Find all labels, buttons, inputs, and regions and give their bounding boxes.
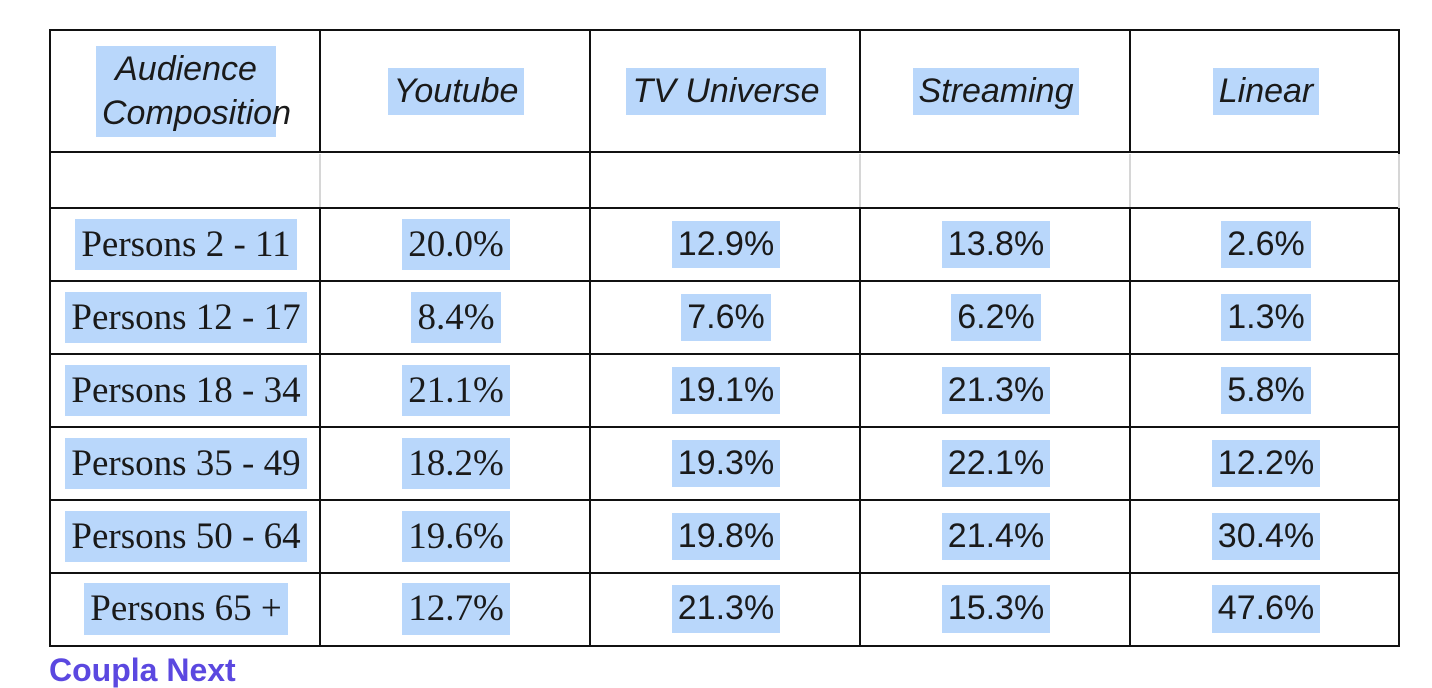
row-divider: [51, 353, 1398, 355]
table-cell: 7.6%: [591, 281, 861, 354]
cell-value: 19.6%: [402, 510, 510, 563]
header-linear: Linear: [1131, 31, 1401, 152]
row-divider: [51, 426, 1398, 428]
table-cell: 21.1%: [321, 354, 591, 427]
row-label: Persons 18 - 34: [51, 354, 321, 427]
blank-row-divider: [1129, 154, 1131, 208]
cell-value: 19.8%: [671, 512, 781, 561]
row-label-text: Persons 18 - 34: [65, 364, 307, 417]
row-label: Persons 50 - 64: [51, 500, 321, 573]
table-cell: 19.8%: [591, 500, 861, 573]
cell-value: 12.2%: [1211, 439, 1321, 488]
row-divider: [51, 280, 1398, 282]
table-cell: 19.3%: [591, 427, 861, 500]
blank-row-divider: [1398, 154, 1400, 208]
header-youtube: Youtube: [321, 31, 591, 152]
cell-value: 21.3%: [941, 366, 1051, 415]
cell-value: 12.9%: [671, 220, 781, 269]
table-cell: 30.4%: [1131, 500, 1401, 573]
row-label: Persons 65 +: [51, 573, 321, 645]
header-streaming: Streaming: [861, 31, 1131, 152]
cell-value: 19.3%: [671, 439, 781, 488]
cell-value: 22.1%: [941, 439, 1051, 488]
cell-value: 18.2%: [402, 437, 510, 490]
table-cell: 19.1%: [591, 354, 861, 427]
cell-value: 30.4%: [1211, 512, 1321, 561]
table-cell: 47.6%: [1131, 573, 1401, 645]
table-cell: 21.3%: [861, 354, 1131, 427]
header-label: Youtube: [387, 67, 525, 116]
table-cell: 21.4%: [861, 500, 1131, 573]
table-cell: 6.2%: [861, 281, 1131, 354]
audience-composition-table: Audience Composition Youtube TV Universe…: [49, 29, 1400, 647]
cell-value: 2.6%: [1221, 220, 1311, 269]
column-divider: [1129, 207, 1131, 645]
row-label-text: Persons 50 - 64: [65, 510, 307, 563]
cell-value: 6.2%: [951, 293, 1041, 342]
blank-row-divider: [859, 154, 861, 208]
table-cell: 8.4%: [321, 281, 591, 354]
table-cell: 15.3%: [861, 573, 1131, 645]
table-cell: 22.1%: [861, 427, 1131, 500]
header-audience-composition: Audience Composition: [51, 31, 321, 152]
cell-value: 21.3%: [671, 585, 781, 633]
cell-value: 21.4%: [941, 512, 1051, 561]
row-divider: [51, 207, 1398, 209]
cell-value: 13.8%: [941, 220, 1051, 269]
cell-value: 1.3%: [1221, 293, 1311, 342]
table-cell: 19.6%: [321, 500, 591, 573]
table-cell: 2.6%: [1131, 208, 1401, 281]
row-label: Persons 35 - 49: [51, 427, 321, 500]
cell-value: 8.4%: [411, 291, 501, 344]
header-tv-universe: TV Universe: [591, 31, 861, 152]
table-cell: 1.3%: [1131, 281, 1401, 354]
column-divider: [589, 31, 591, 645]
cell-value: 47.6%: [1211, 585, 1321, 633]
header-label: TV Universe: [626, 67, 826, 116]
table-cell: 12.7%: [321, 573, 591, 645]
column-divider: [859, 31, 861, 153]
row-label: Persons 12 - 17: [51, 281, 321, 354]
column-divider: [319, 31, 321, 153]
table-cell: 12.9%: [591, 208, 861, 281]
row-label-text: Persons 35 - 49: [65, 437, 307, 490]
blank-row-divider: [319, 154, 321, 208]
table-cell: 12.2%: [1131, 427, 1401, 500]
cell-value: 21.1%: [402, 364, 510, 417]
table-cell: 20.0%: [321, 208, 591, 281]
column-divider: [859, 207, 861, 645]
row-label-text: Persons 12 - 17: [65, 291, 307, 344]
row-label: Persons 2 - 11: [51, 208, 321, 281]
footer-link[interactable]: Coupla Next: [49, 652, 236, 688]
cell-value: 7.6%: [681, 293, 771, 342]
cell-value: 15.3%: [941, 585, 1051, 633]
row-divider: [51, 151, 1398, 153]
cell-value: 5.8%: [1221, 366, 1311, 415]
table-cell: 5.8%: [1131, 354, 1401, 427]
cell-value: 19.1%: [671, 366, 781, 415]
header-label: Streaming: [912, 67, 1080, 116]
row-label-text: Persons 65 +: [84, 583, 288, 635]
header-label: Linear: [1212, 67, 1320, 116]
header-label: Audience Composition: [96, 45, 291, 138]
table-cell: 21.3%: [591, 573, 861, 645]
table-cell: 18.2%: [321, 427, 591, 500]
table-cell: 13.8%: [861, 208, 1131, 281]
row-label-text: Persons 2 - 11: [75, 218, 297, 271]
row-divider: [51, 499, 1398, 501]
cell-value: 12.7%: [402, 583, 510, 635]
row-divider: [51, 572, 1398, 574]
column-divider: [1129, 31, 1131, 153]
cell-value: 20.0%: [402, 218, 510, 271]
column-divider: [319, 207, 321, 645]
